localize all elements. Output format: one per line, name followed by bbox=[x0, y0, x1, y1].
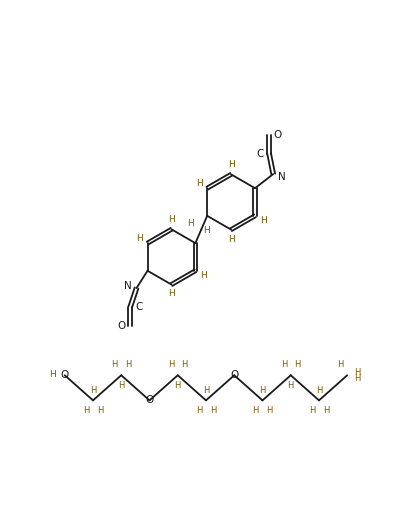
Text: H: H bbox=[181, 360, 188, 369]
Text: H: H bbox=[228, 161, 234, 169]
Text: H: H bbox=[196, 179, 202, 188]
Text: H: H bbox=[168, 289, 175, 299]
Text: H: H bbox=[203, 386, 209, 394]
Text: H: H bbox=[281, 360, 287, 369]
Text: O: O bbox=[274, 130, 282, 141]
Text: H: H bbox=[354, 368, 360, 376]
Text: H: H bbox=[288, 381, 294, 390]
Text: O: O bbox=[117, 321, 126, 331]
Text: H: H bbox=[323, 406, 329, 415]
Text: O: O bbox=[61, 370, 69, 380]
Text: H: H bbox=[266, 406, 273, 415]
Text: C: C bbox=[135, 302, 143, 312]
Text: N: N bbox=[124, 281, 132, 291]
Text: H: H bbox=[118, 381, 124, 390]
Text: N: N bbox=[278, 171, 286, 182]
Text: H: H bbox=[309, 406, 315, 415]
Text: H: H bbox=[187, 219, 194, 228]
Text: H: H bbox=[294, 360, 301, 369]
Text: O: O bbox=[230, 370, 239, 380]
Text: H: H bbox=[111, 360, 117, 369]
Text: H: H bbox=[252, 406, 259, 415]
Text: H: H bbox=[168, 360, 174, 369]
Text: H: H bbox=[210, 406, 216, 415]
Text: H: H bbox=[97, 406, 103, 415]
Text: H: H bbox=[200, 271, 207, 280]
Text: H: H bbox=[90, 386, 96, 394]
Text: H: H bbox=[168, 215, 175, 225]
Text: H: H bbox=[337, 360, 343, 369]
Text: H: H bbox=[203, 226, 210, 235]
Text: H: H bbox=[316, 386, 322, 394]
Text: O: O bbox=[145, 396, 153, 405]
Text: H: H bbox=[125, 360, 131, 369]
Text: H: H bbox=[354, 374, 360, 383]
Text: H: H bbox=[83, 406, 89, 415]
Text: H: H bbox=[136, 234, 143, 243]
Text: H: H bbox=[260, 216, 266, 225]
Text: C: C bbox=[257, 149, 264, 159]
Text: H: H bbox=[228, 234, 234, 244]
Text: H: H bbox=[196, 406, 202, 415]
Text: H: H bbox=[175, 381, 181, 390]
Text: H: H bbox=[49, 370, 56, 379]
Text: H: H bbox=[259, 386, 266, 394]
